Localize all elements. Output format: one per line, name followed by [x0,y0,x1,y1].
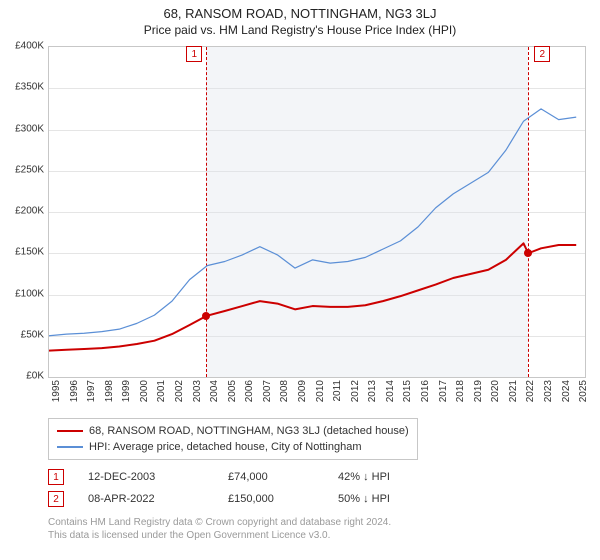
footer-line-1: Contains HM Land Registry data © Crown c… [48,516,391,529]
ytick-label: £200K [4,206,44,217]
ytick-label: £150K [4,247,44,258]
xtick-label: 2017 [438,380,449,402]
xtick-label: 1997 [86,380,97,402]
ytick-label: £400K [4,41,44,52]
series-svg [49,47,585,377]
table-row: 2 08-APR-2022 £150,000 50% ↓ HPI [48,488,478,510]
xtick-label: 2007 [262,380,273,402]
marker-badge: 1 [48,469,64,485]
legend-item-property: 68, RANSOM ROAD, NOTTINGHAM, NG3 3LJ (de… [57,423,409,439]
xtick-label: 1995 [51,380,62,402]
legend-swatch [57,430,83,432]
legend: 68, RANSOM ROAD, NOTTINGHAM, NG3 3LJ (de… [48,418,418,460]
ytick-label: £100K [4,288,44,299]
xtick-label: 1999 [121,380,132,402]
price-point-dot [202,312,210,320]
xtick-label: 2025 [578,380,589,402]
xtick-label: 2020 [490,380,501,402]
price-point-dot [524,249,532,257]
xtick-label: 2023 [543,380,554,402]
chart-title: 68, RANSOM ROAD, NOTTINGHAM, NG3 3LJ [0,0,600,21]
xtick-label: 2002 [174,380,185,402]
cell-pct: 50% ↓ HPI [338,493,478,505]
chart-subtitle: Price paid vs. HM Land Registry's House … [0,21,600,37]
xtick-label: 2001 [156,380,167,402]
ytick-label: £300K [4,123,44,134]
xtick-label: 2019 [473,380,484,402]
sales-table: 1 12-DEC-2003 £74,000 42% ↓ HPI 2 08-APR… [48,466,478,510]
ytick-label: £250K [4,164,44,175]
ytick-label: £50K [4,329,44,340]
cell-price: £150,000 [228,493,338,505]
xtick-label: 2004 [209,380,220,402]
legend-item-hpi: HPI: Average price, detached house, City… [57,439,409,455]
cell-date: 08-APR-2022 [88,493,228,505]
xtick-label: 2000 [139,380,150,402]
xtick-label: 2011 [332,380,343,402]
xtick-label: 2003 [192,380,203,402]
xtick-label: 2021 [508,380,519,402]
xtick-label: 2014 [385,380,396,402]
xtick-label: 1996 [69,380,80,402]
xtick-label: 1998 [104,380,115,402]
xtick-label: 2024 [561,380,572,402]
xtick-label: 2022 [525,380,536,402]
xtick-label: 2005 [227,380,238,402]
xtick-label: 2015 [402,380,413,402]
legend-label: 68, RANSOM ROAD, NOTTINGHAM, NG3 3LJ (de… [89,423,409,439]
legend-swatch [57,446,83,448]
table-row: 1 12-DEC-2003 £74,000 42% ↓ HPI [48,466,478,488]
ytick-label: £350K [4,82,44,93]
xtick-label: 2006 [244,380,255,402]
xtick-label: 2010 [315,380,326,402]
xtick-label: 2009 [297,380,308,402]
xtick-label: 2012 [350,380,361,402]
cell-price: £74,000 [228,471,338,483]
series-hpi [49,109,576,336]
xtick-label: 2016 [420,380,431,402]
legend-label: HPI: Average price, detached house, City… [89,439,362,455]
footer-line-2: This data is licensed under the Open Gov… [48,529,391,542]
cell-date: 12-DEC-2003 [88,471,228,483]
marker-badge: 2 [48,491,64,507]
xtick-label: 2018 [455,380,466,402]
ytick-label: £0K [4,371,44,382]
xtick-label: 2013 [367,380,378,402]
cell-pct: 42% ↓ HPI [338,471,478,483]
chart-plot-area: 12 [48,46,586,378]
xtick-label: 2008 [279,380,290,402]
